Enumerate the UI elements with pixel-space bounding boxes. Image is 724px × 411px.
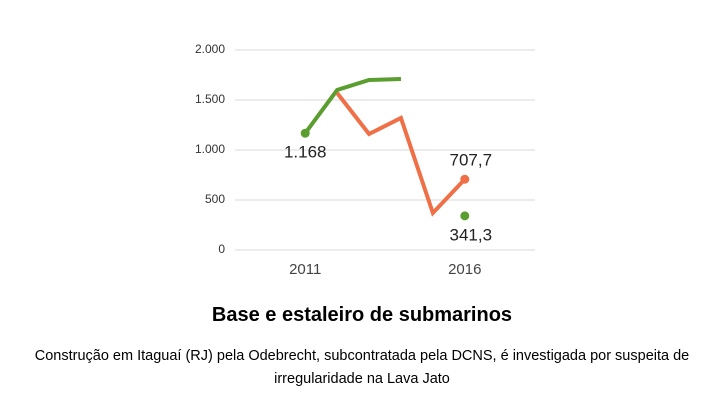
x-tick-label: 2011 (289, 261, 321, 278)
chart: 2.000 1.500 1.000 500 0 2011 2016 1.168 341,3 707… (195, 42, 535, 278)
value-label: 707,7 (450, 151, 493, 170)
value-label: 341,3 (450, 225, 493, 244)
y-tick-label: 1.000 (195, 142, 225, 156)
chart-subtitle: Construção em Itaguaí (RJ) pela Odebrech… (34, 348, 690, 387)
point-marker (460, 174, 470, 184)
chart-title: Base e estaleiro de submarinos (211, 304, 513, 326)
point-marker (300, 128, 310, 138)
point-marker (460, 211, 470, 221)
y-tick-label: 2.000 (195, 42, 225, 56)
series-line (335, 91, 467, 217)
y-tick-label: 1.500 (195, 92, 225, 106)
x-tick-label: 2016 (448, 261, 481, 278)
y-tick-label: 500 (205, 192, 225, 206)
value-label: 1.168 (284, 143, 327, 162)
y-tick-label: 0 (218, 242, 225, 256)
